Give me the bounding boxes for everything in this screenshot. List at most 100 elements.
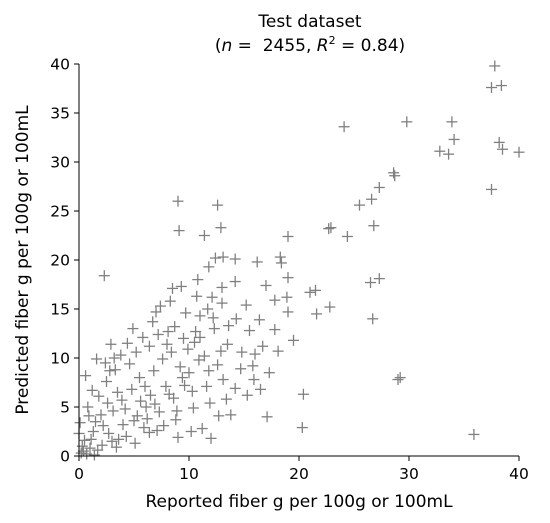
subtitle-n-symbol: n [221, 36, 232, 56]
data-point-60 [164, 295, 176, 307]
data-point-142 [203, 365, 215, 377]
data-point-82 [96, 439, 108, 451]
data-point-121 [139, 380, 151, 392]
x-axis-label: Reported fiber g per 100g or 100mL [145, 492, 453, 512]
data-point-81 [106, 435, 118, 447]
data-point-166 [260, 279, 272, 291]
data-point-168 [207, 312, 219, 324]
data-point-156 [108, 352, 120, 364]
data-point-110 [95, 409, 107, 421]
subtitle-r-symbol: R [317, 36, 329, 56]
data-point-28 [392, 374, 404, 386]
data-point-112 [79, 434, 90, 446]
data-point-94 [152, 328, 164, 340]
data-point-71 [225, 409, 237, 421]
data-point-86 [82, 401, 94, 413]
data-point-56 [202, 303, 214, 315]
data-point-122 [148, 365, 160, 377]
data-point-160 [257, 340, 269, 352]
data-point-22 [304, 286, 316, 298]
data-point-9 [513, 146, 525, 158]
data-point-40 [167, 282, 178, 294]
data-point-19 [341, 230, 353, 242]
data-point-188 [215, 345, 227, 357]
data-point-139 [163, 388, 175, 400]
data-point-109 [102, 397, 114, 409]
data-point-141 [193, 354, 205, 366]
data-point-47 [282, 230, 294, 242]
data-point-161 [247, 360, 259, 372]
data-point-31 [296, 422, 308, 434]
data-point-117 [101, 376, 112, 388]
data-point-21 [325, 222, 337, 234]
y-tick-label-5: 25 [50, 203, 70, 221]
data-point-134 [85, 433, 97, 445]
data-point-132 [107, 405, 119, 417]
data-point-17 [354, 199, 365, 211]
data-point-150 [187, 402, 199, 414]
data-point-149 [171, 405, 183, 417]
data-point-1 [486, 82, 497, 94]
chart-subtitle: (n = 2455, R2 = 0.84) [215, 34, 405, 56]
data-point-164 [288, 334, 299, 346]
data-point-46 [251, 256, 263, 268]
data-point-162 [255, 383, 266, 395]
data-point-43 [209, 252, 221, 264]
subtitle-r-superscript: 2 [329, 34, 336, 47]
subtitle-r-text: = 0.84) [336, 36, 406, 56]
data-point-16 [366, 193, 378, 205]
data-point-127 [160, 380, 172, 392]
data-point-27 [367, 313, 379, 325]
data-point-90 [104, 365, 116, 377]
data-point-100 [217, 374, 229, 386]
data-point-23 [310, 284, 321, 296]
data-point-10 [486, 183, 497, 195]
data-point-72 [213, 410, 225, 422]
data-point-33 [261, 411, 273, 423]
data-point-137 [131, 410, 143, 422]
data-point-14 [389, 170, 401, 182]
data-point-49 [275, 257, 287, 269]
data-point-85 [90, 416, 101, 428]
data-point-130 [126, 383, 138, 395]
data-point-176 [110, 441, 122, 453]
data-point-75 [205, 432, 217, 444]
data-point-175 [129, 437, 141, 449]
data-point-48 [274, 251, 286, 263]
data-point-6 [443, 148, 455, 160]
data-point-64 [269, 324, 281, 336]
data-point-152 [169, 321, 181, 333]
data-point-65 [282, 306, 294, 318]
data-point-180 [127, 323, 139, 335]
x-tick-label-3: 30 [399, 465, 419, 483]
data-point-128 [145, 389, 156, 401]
data-point-11 [401, 116, 413, 128]
data-point-53 [253, 314, 265, 326]
y-tick-label-7: 35 [50, 105, 70, 123]
data-point-67 [263, 367, 275, 379]
data-point-105 [140, 401, 152, 413]
data-point-77 [172, 431, 184, 443]
data-point-51 [240, 299, 252, 311]
data-point-144 [103, 427, 115, 439]
data-point-183 [208, 323, 220, 335]
data-point-74 [196, 423, 208, 435]
y-tick-label-2: 10 [50, 350, 70, 368]
data-point-120 [134, 372, 145, 384]
subtitle-prefix: ( [215, 36, 222, 56]
data-point-173 [141, 413, 153, 425]
data-point-163 [272, 345, 284, 357]
data-point-66 [311, 308, 323, 320]
data-point-35 [173, 225, 185, 237]
data-point-151 [182, 343, 194, 355]
data-point-169 [216, 297, 228, 309]
data-point-167 [281, 291, 293, 303]
data-point-0 [489, 60, 501, 72]
data-point-116 [93, 390, 105, 402]
data-point-101 [186, 385, 198, 397]
data-point-147 [138, 422, 150, 434]
data-point-133 [97, 420, 109, 432]
data-point-50 [282, 272, 294, 284]
y-tick-label-3: 15 [50, 301, 70, 319]
data-point-92 [130, 346, 142, 358]
